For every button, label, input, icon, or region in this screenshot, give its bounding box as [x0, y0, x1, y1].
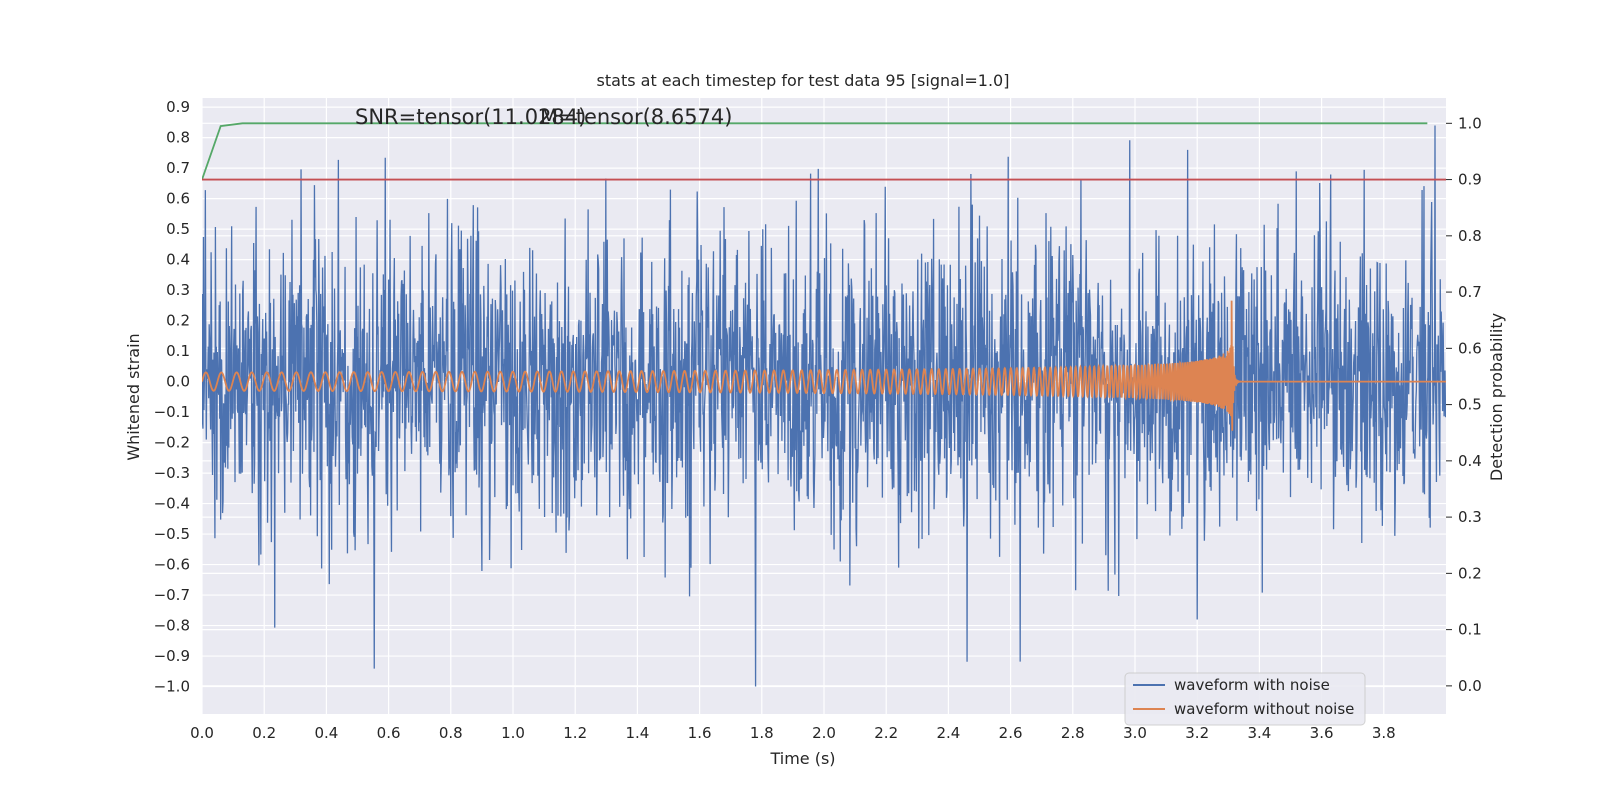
y-tick-label: −0.1: [154, 403, 190, 421]
y-tick-label: 0.3: [166, 281, 190, 299]
x-tick-label: 1.2: [563, 724, 587, 742]
y2-axis-label: Detection probability: [1487, 313, 1506, 481]
y-tick-label: 0.5: [166, 220, 190, 238]
y-tick-label: 0.8: [166, 129, 190, 147]
series-waveform-without-noise: [202, 300, 1446, 431]
snr-annotation: SNR=tensor(11.0284): [355, 105, 586, 129]
y-tick-label: −0.9: [154, 647, 190, 665]
x-tick-label: 2.6: [999, 724, 1023, 742]
y2-tick-label: 0.8: [1458, 227, 1482, 245]
x-tick-label: 0.4: [314, 724, 338, 742]
x-tick-label: 3.6: [1310, 724, 1334, 742]
y2-tick-label: 0.0: [1458, 677, 1482, 695]
y-tick-label: −0.2: [154, 434, 190, 452]
series-waveform-with-noise: [202, 125, 1446, 687]
y2-tick-label: 1.0: [1458, 114, 1482, 132]
x-tick-label: 3.0: [1123, 724, 1147, 742]
series-detection-probability: [202, 122, 1428, 180]
x-tick-label: 0.8: [439, 724, 463, 742]
y2-tick-label: 0.9: [1458, 171, 1482, 189]
y2-tick-label: 0.1: [1458, 621, 1482, 639]
legend-label-noise: waveform with noise: [1174, 676, 1330, 694]
y-tick-label: −1.0: [154, 678, 190, 696]
x-tick-label: 1.6: [688, 724, 712, 742]
y2-tick-label: 0.7: [1458, 283, 1482, 301]
x-ticks: 0.0 0.2 0.4 0.6 0.8 1.0 1.2 1.4 1.6 1.8 2.0 2.2 2.4 2…: [190, 724, 1396, 742]
mass-annotation: M=tensor(8.6574): [540, 105, 732, 129]
y-ticks: 0.9 0.8 0.7 0.6 0.5 0.4 0.3 0.2 0.1 0.0 −0.1 −0.2 −0…: [154, 98, 190, 695]
y-tick-label: −0.5: [154, 525, 190, 543]
y-tick-label: −0.7: [154, 586, 190, 604]
x-tick-label: 2.2: [874, 724, 898, 742]
x-tick-label: 1.4: [625, 724, 649, 742]
y-tick-label: −0.8: [154, 617, 190, 635]
y-tick-label: 0.2: [166, 312, 190, 330]
y-tick-label: 0.4: [166, 251, 190, 269]
x-tick-label: 2.0: [812, 724, 836, 742]
legend-label-clean: waveform without noise: [1174, 700, 1354, 718]
y-tick-label: −0.3: [154, 464, 190, 482]
series-layer: [202, 122, 1446, 687]
x-tick-label: 3.2: [1185, 724, 1209, 742]
y-tick-label: 0.9: [166, 98, 190, 116]
y-tick-label: −0.6: [154, 556, 190, 574]
y-tick-label: 0.7: [166, 159, 190, 177]
y-tick-label: 0.1: [166, 342, 190, 360]
x-tick-label: 2.8: [1061, 724, 1085, 742]
y2-tick-label: 0.3: [1458, 508, 1482, 526]
y2-ticks: 1.0 0.9 0.8 0.7 0.6 0.5 0.4 0.3 0.2 0.1 0.0: [1446, 114, 1482, 695]
chart-title: stats at each timestep for test data 95 …: [597, 71, 1010, 90]
x-tick-label: 1.8: [750, 724, 774, 742]
y-axis-label: Whitened strain: [124, 333, 143, 460]
x-tick-label: 3.4: [1247, 724, 1271, 742]
x-tick-label: 0.2: [252, 724, 276, 742]
x-tick-label: 0.6: [377, 724, 401, 742]
y2-tick-label: 0.5: [1458, 396, 1482, 414]
y2-tick-label: 0.2: [1458, 564, 1482, 582]
x-axis-label: Time (s): [769, 749, 835, 768]
legend: waveform with noise waveform without noi…: [1124, 672, 1366, 726]
y2-tick-label: 0.6: [1458, 339, 1482, 357]
y2-tick-label: 0.4: [1458, 452, 1482, 470]
legend-box: [1124, 672, 1366, 726]
x-tick-label: 3.8: [1372, 724, 1396, 742]
x-tick-label: 2.4: [936, 724, 960, 742]
y-tick-label: −0.4: [154, 495, 190, 513]
y-tick-label: 0.0: [166, 373, 190, 391]
x-tick-label: 1.0: [501, 724, 525, 742]
x-tick-label: 0.0: [190, 724, 214, 742]
y-tick-label: 0.6: [166, 190, 190, 208]
